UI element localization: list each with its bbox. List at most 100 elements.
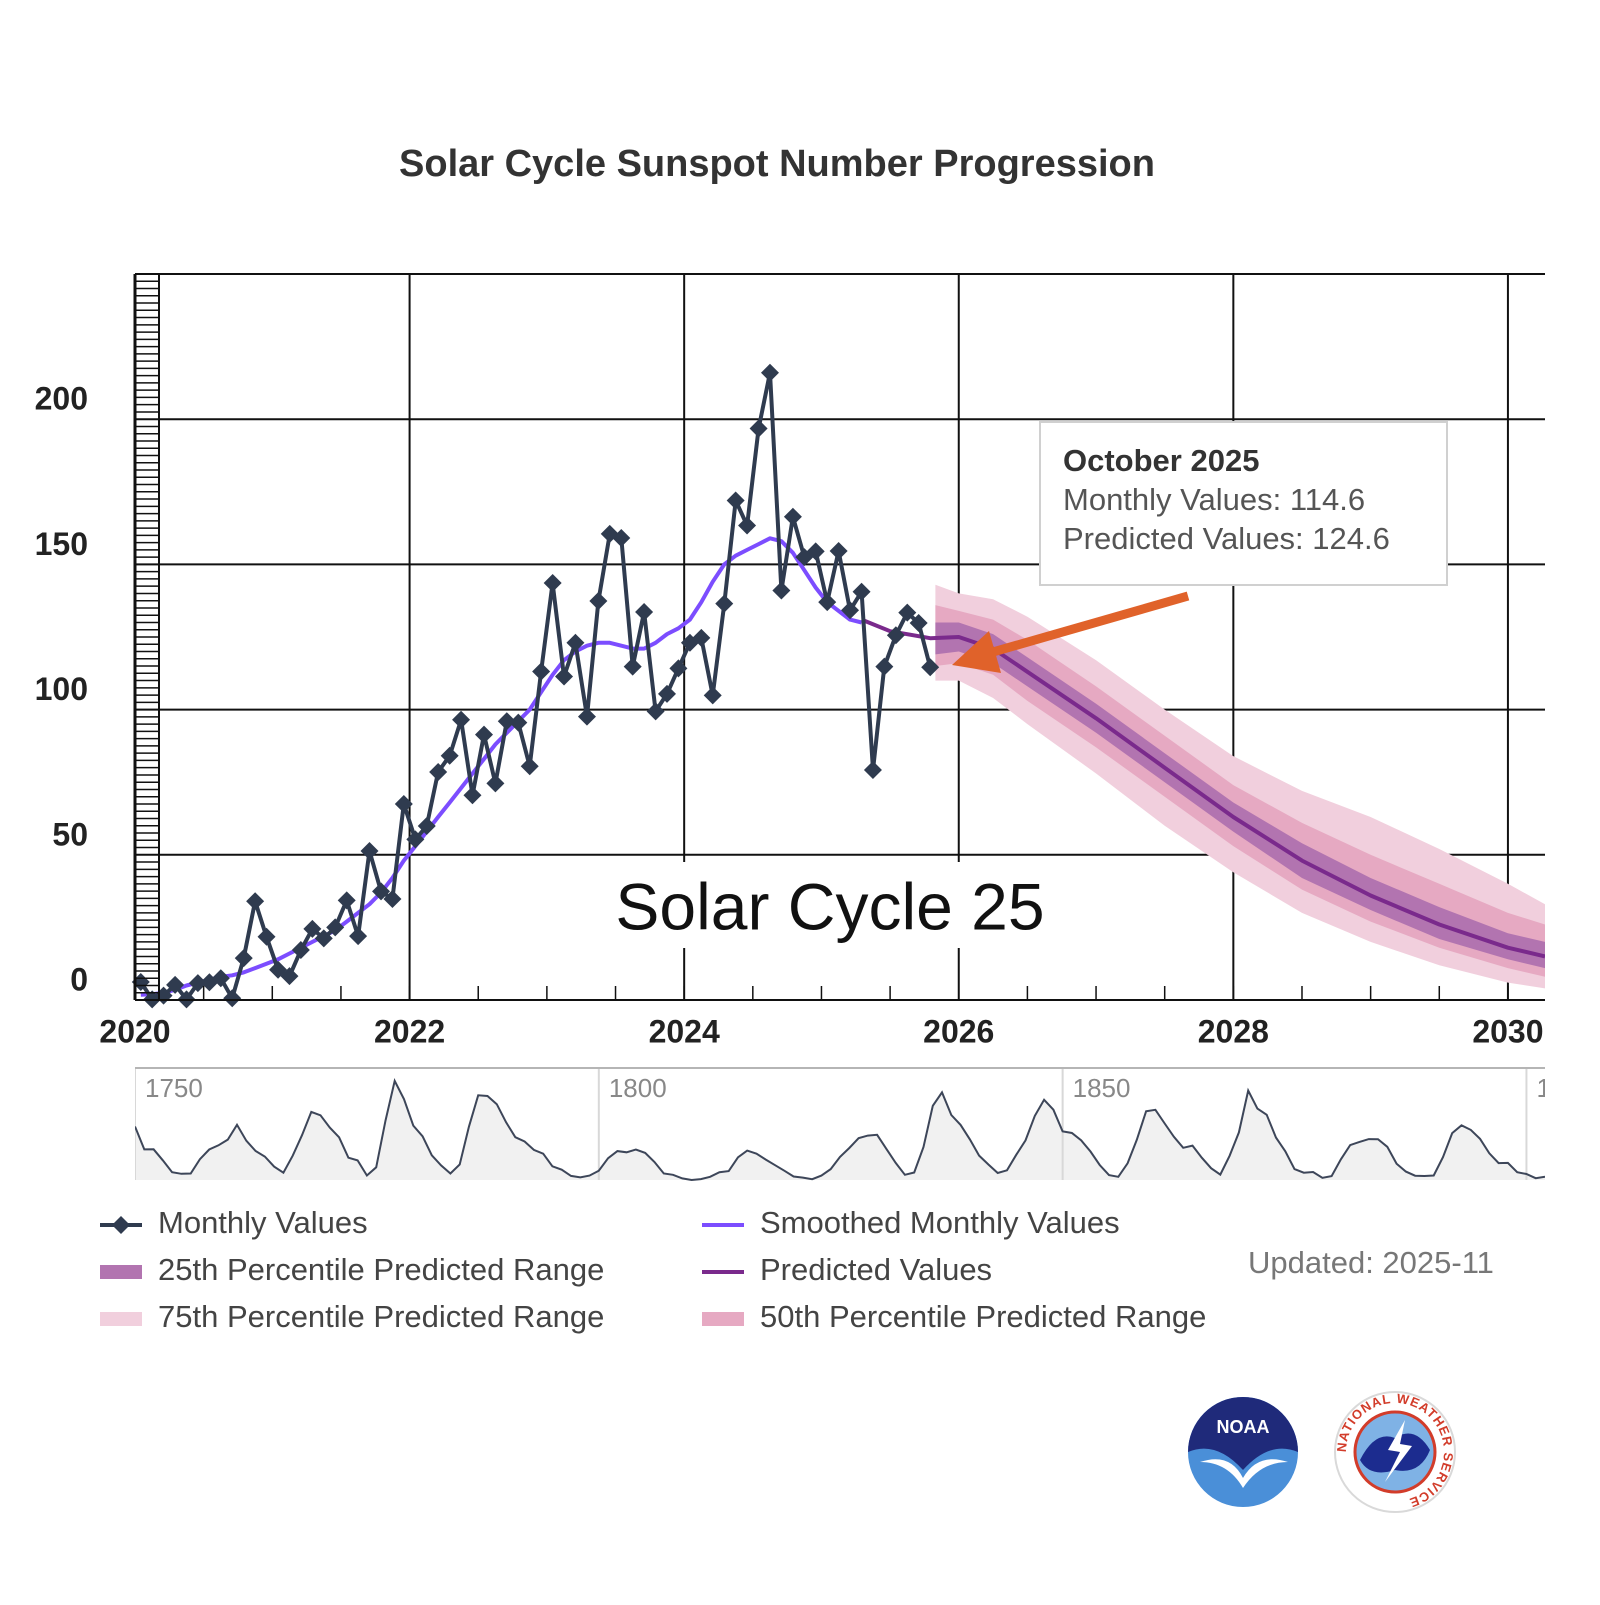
legend-label: Predicted Values [760, 1252, 992, 1287]
marker [669, 659, 688, 678]
marker [921, 658, 940, 677]
marker [886, 626, 905, 645]
navigator: 1750 1800 1850 1900 [135, 1067, 1594, 1182]
tooltip-title: October 2025 [1063, 443, 1259, 478]
logo-text: NOAA [1217, 1417, 1270, 1437]
marker [760, 363, 779, 382]
marker [532, 662, 551, 681]
marker [463, 786, 482, 805]
y-tick-label: 0 [70, 961, 88, 997]
x-tick-label: 2020 [99, 1013, 170, 1049]
marker [383, 889, 402, 908]
x-tick-label: 2026 [923, 1013, 994, 1049]
x-tick-label: 2030 [1472, 1013, 1543, 1049]
tooltip-box [1039, 421, 1448, 586]
marker [543, 573, 562, 592]
marker [406, 830, 425, 849]
axes: 0 50 100 150 200 2020 2022 2024 2026 2028 2030 [35, 273, 1545, 1049]
marker [898, 603, 917, 622]
bands [935, 584, 1545, 989]
navigator-tick-label: 1800 [609, 1073, 667, 1103]
marker [349, 927, 368, 946]
annotation-layer: Solar Cycle 25 [585, 862, 1085, 948]
marker [841, 601, 860, 620]
logo-cloud [1360, 1433, 1430, 1473]
nws-logo: NATIONAL WEATHER SERVICE [1334, 1391, 1456, 1513]
tooltip-line: Predicted Values: 124.6 [1063, 521, 1390, 556]
lines [139, 370, 1545, 1002]
marker [360, 842, 379, 861]
marker [211, 969, 230, 988]
marker [623, 657, 642, 676]
marker [223, 989, 242, 1008]
marker [909, 614, 928, 633]
navigator-area [135, 1080, 1545, 1180]
tooltip-line: Monthly Values: 114.6 [1063, 482, 1365, 517]
marker [715, 594, 734, 613]
marker [486, 774, 505, 793]
marker [326, 918, 345, 937]
marker [818, 593, 837, 612]
legend-label: 25th Percentile Predicted Range [158, 1252, 604, 1287]
marker [337, 891, 356, 910]
marker [829, 542, 848, 561]
legend-label: Monthly Values [158, 1205, 368, 1240]
marker [257, 927, 276, 946]
series-line [860, 617, 1545, 959]
navigator-tick-label: 1900 [1536, 1073, 1594, 1103]
marker [166, 975, 185, 994]
arrow [952, 591, 1190, 673]
arrow-shaft [991, 591, 1190, 657]
marker [658, 684, 677, 703]
legend-label: 75th Percentile Predicted Range [158, 1299, 604, 1334]
marker [612, 528, 631, 547]
x-tick-label: 2024 [649, 1013, 720, 1049]
logo-bird [1200, 1459, 1288, 1488]
marker [314, 929, 333, 948]
marker [280, 967, 299, 986]
legend-label: Smoothed Monthly Values [760, 1205, 1120, 1240]
marker [440, 746, 459, 765]
marker [738, 516, 757, 535]
marker [646, 702, 665, 721]
label-background [585, 862, 1085, 948]
marker [783, 507, 802, 526]
legend-swatch [100, 1265, 142, 1279]
marker [520, 757, 539, 776]
marker [291, 941, 310, 960]
marker [577, 707, 596, 726]
marker [246, 892, 265, 911]
y-tick-label: 50 [52, 816, 88, 852]
tooltip: October 2025 Monthly Values: 114.6 Predi… [1039, 421, 1448, 586]
legend: Monthly Values Smoothed Monthly Values 25t… [100, 1205, 1206, 1334]
y-tick-label: 150 [35, 526, 88, 562]
marker [772, 581, 791, 600]
band [935, 605, 1545, 977]
noaa-logo: NOAA [1188, 1397, 1298, 1507]
marker [589, 591, 608, 610]
y-tick-label: 100 [35, 671, 88, 707]
marker [417, 817, 436, 836]
marker [692, 628, 711, 647]
marker [474, 725, 493, 744]
logo-top [1188, 1397, 1298, 1470]
x-tick-label: 2022 [374, 1013, 445, 1049]
marker [875, 657, 894, 676]
marker [726, 491, 745, 510]
navigator-plot: 1750 1800 1850 1900 [135, 1068, 1594, 1182]
marker [509, 713, 528, 732]
legend-marker [112, 1216, 130, 1234]
marker [566, 633, 585, 652]
markers [131, 363, 940, 1009]
legend-label: 50th Percentile Predicted Range [760, 1299, 1206, 1334]
band [935, 622, 1545, 969]
marker [303, 919, 322, 938]
x-tick-label: 2028 [1198, 1013, 1269, 1049]
marker [429, 763, 448, 782]
arrow-head [952, 631, 1001, 673]
marker [394, 794, 413, 813]
y-tick-label: 200 [35, 381, 88, 417]
marker [806, 542, 825, 561]
cycle-label: Solar Cycle 25 [615, 869, 1044, 943]
